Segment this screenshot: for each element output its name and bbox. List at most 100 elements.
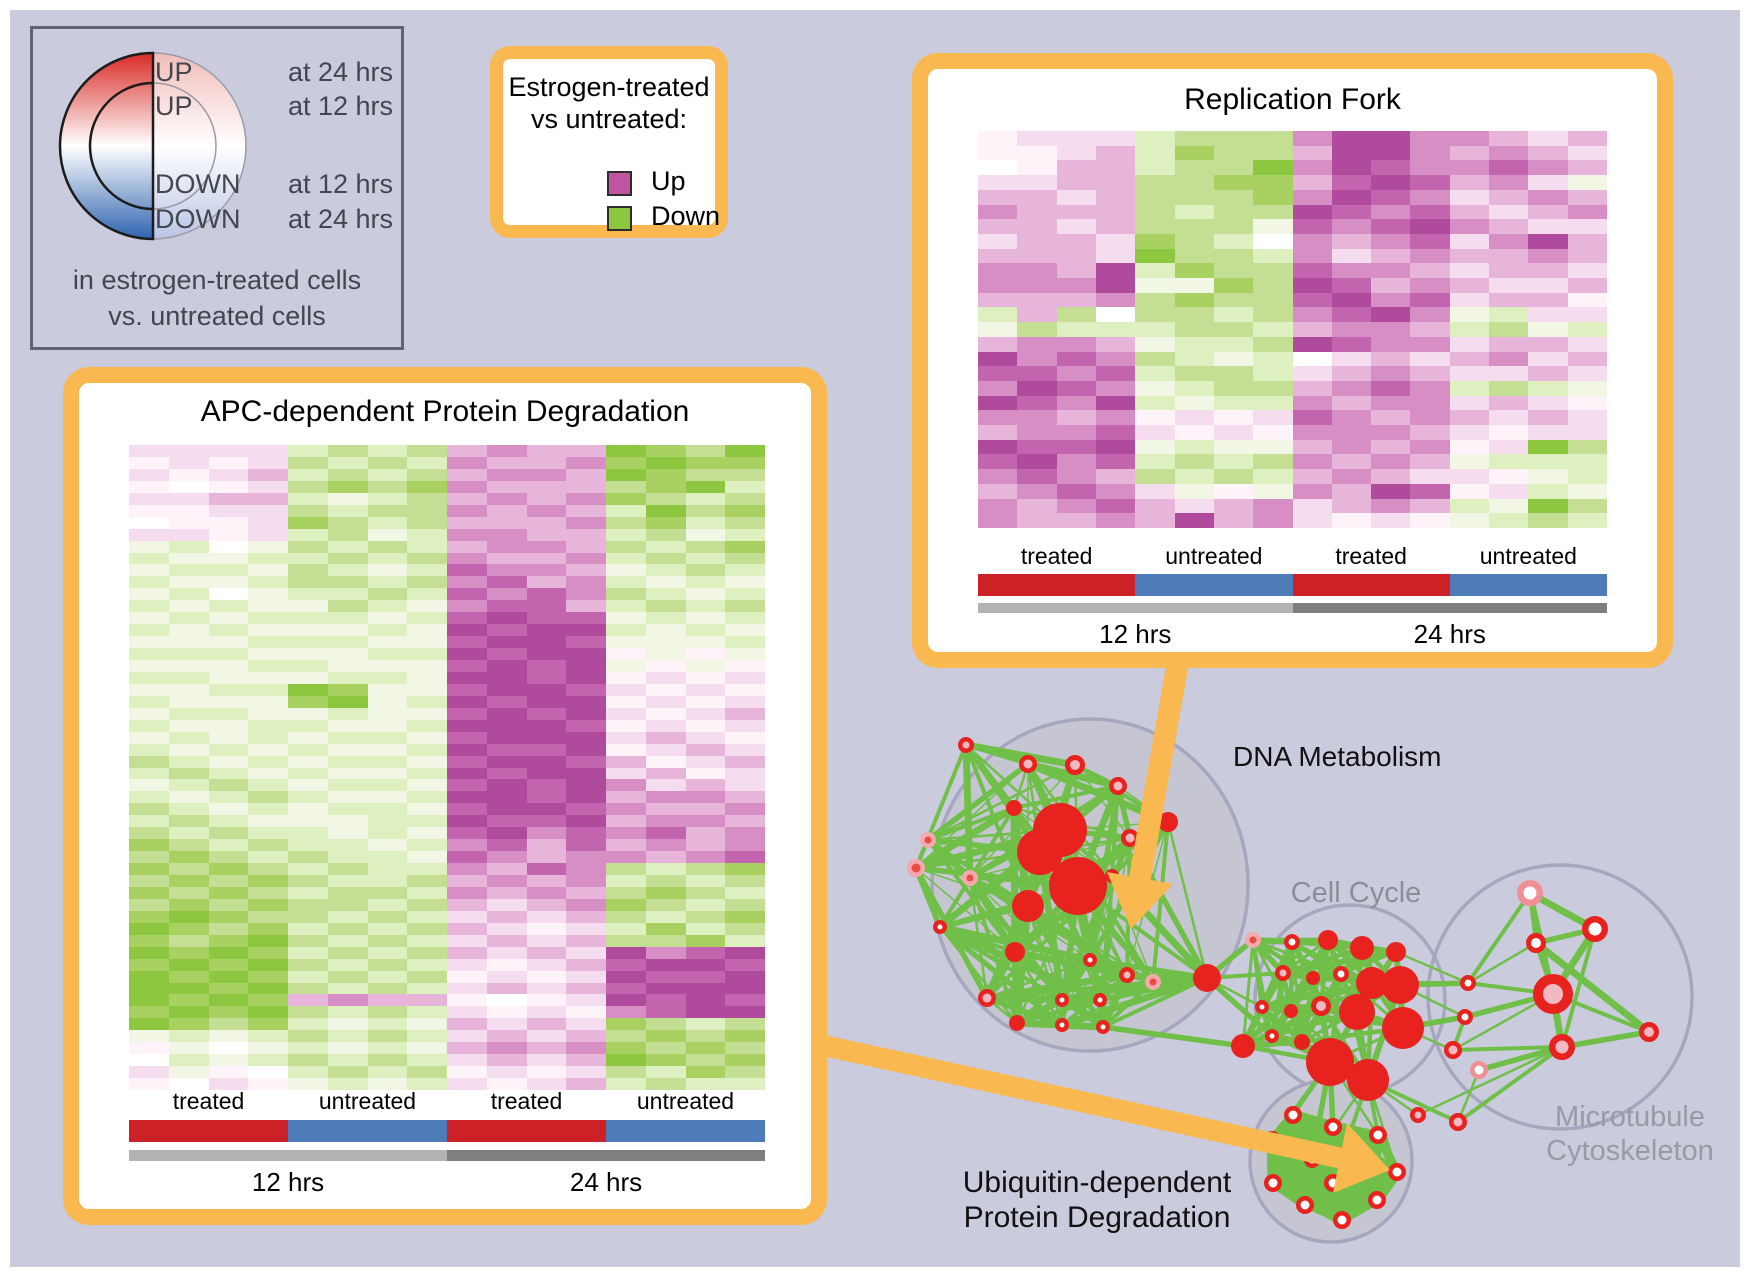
heatmap-cell (526, 839, 567, 852)
heatmap-cell (1174, 425, 1214, 440)
heatmap-cell (407, 863, 447, 875)
heatmap-cell (725, 910, 765, 923)
rf-panel-title: Replication Fork (1184, 83, 1401, 116)
heatmap-cell (1528, 513, 1568, 528)
heatmap-cell (725, 779, 765, 792)
heatmap-cell (685, 779, 726, 792)
heatmap-cell (526, 1006, 567, 1019)
heatmap-cell (1135, 351, 1175, 367)
heatmap-cell (1567, 498, 1607, 514)
heatmap-cell (129, 528, 169, 541)
heatmap-cell (129, 468, 169, 481)
heatmap-cell (407, 671, 447, 684)
heatmap-cell (248, 660, 288, 672)
heatmap-cell (1135, 307, 1175, 323)
heatmap-cell (1371, 439, 1411, 455)
time-label: 24 hrs (1413, 619, 1486, 649)
heatmap-cell (367, 468, 408, 481)
heatmap-cell (1331, 145, 1372, 161)
heatmap-cell (447, 576, 487, 589)
heatmap-cell (1056, 425, 1096, 440)
heatmap-cell (288, 982, 328, 995)
heatmap-cell (1253, 160, 1293, 176)
heatmap-cell (1253, 351, 1293, 367)
heatmap-cell (327, 934, 368, 947)
heatmap-cell (1449, 189, 1490, 205)
heatmap-cell (606, 803, 646, 816)
heatmap-cell (645, 910, 686, 923)
heatmap-cell (1174, 145, 1214, 161)
treatment-group-label: treated (1335, 543, 1407, 569)
heatmap-cell (1449, 366, 1490, 381)
heatmap-cell (1449, 292, 1490, 308)
heatmap-cell (248, 731, 288, 744)
heatmap-cell (1410, 292, 1450, 308)
heatmap-cell (1095, 410, 1136, 426)
heatmap-cell (1567, 410, 1607, 426)
heatmap-cell (645, 875, 686, 887)
heatmap-cell (288, 671, 328, 684)
heatmap-cell (1017, 483, 1057, 499)
heatmap-cell (248, 803, 288, 816)
heatmap-cell (1017, 307, 1057, 323)
cluster-label: Microtubule Cytoskeleton (1546, 1100, 1714, 1168)
time-label: 24 hrs (569, 1167, 643, 1197)
heatmap-cell (1135, 233, 1175, 249)
heatmap-cell (1567, 175, 1607, 190)
heatmap-cell (606, 791, 646, 804)
heatmap-cell (606, 1054, 646, 1067)
heatmap-cell (1489, 160, 1529, 176)
heatmap-cell (1017, 380, 1057, 396)
heatmap-cell (566, 791, 606, 804)
heatmap-cell (645, 636, 686, 649)
heatmap-cell (1410, 263, 1450, 279)
heatmap-cell (168, 492, 209, 505)
heatmap-cell (1371, 189, 1411, 205)
venn-footer-line2: vs. untreated cells (108, 301, 326, 331)
heatmap-cell (288, 755, 328, 768)
heatmap-cell (1056, 292, 1096, 308)
heatmap-cell (168, 600, 209, 613)
heatmap-cell (367, 803, 408, 816)
heatmap-cell (288, 445, 328, 457)
heatmap-cell (1410, 498, 1450, 514)
heatmap-cell (1095, 160, 1136, 176)
heatmap-cell (486, 552, 527, 565)
heatmap-cell (725, 552, 765, 565)
heatmap-cell (407, 922, 447, 935)
heatmap-cell (129, 910, 169, 923)
heatmap-cell (248, 934, 288, 947)
heatmap-cell (129, 779, 169, 792)
heatmap-cell (1017, 395, 1057, 411)
heatmap-cell (288, 827, 328, 840)
heatmap-cell (1135, 278, 1175, 293)
heatmap-cell (685, 946, 726, 959)
heatmap-cell (1410, 425, 1450, 440)
heatmap-cell (1410, 483, 1450, 499)
heatmap-cell (248, 468, 288, 481)
heatmap-cell (566, 898, 606, 911)
heatmap-cell (248, 612, 288, 625)
heatmap-cell (685, 886, 726, 899)
heatmap-cell (978, 307, 1018, 323)
heatmap-cell (526, 922, 567, 935)
heatmap-cell (248, 886, 288, 899)
heatmap-cell (447, 1018, 487, 1031)
heatmap-cell (208, 588, 249, 601)
heatmap-cell (1056, 351, 1096, 367)
heatmap-cell (1213, 131, 1254, 146)
heatmap-cell (1213, 263, 1254, 279)
heatmap-cell (327, 839, 368, 852)
heatmap-cell (1410, 248, 1450, 264)
heatmap-cell (566, 576, 606, 589)
heatmap-cell (1331, 336, 1372, 352)
heatmap-cell (288, 456, 328, 469)
heatmap-cell (168, 445, 209, 457)
heatmap-cell (1410, 351, 1450, 367)
heatmap-cell (447, 636, 487, 649)
treatment-color-bar (606, 1120, 765, 1142)
heatmap-cell (208, 922, 249, 935)
heatmap-cell (1449, 498, 1490, 514)
heatmap-cell (447, 588, 487, 601)
cluster-label-line: Cell Cycle (1290, 877, 1422, 909)
